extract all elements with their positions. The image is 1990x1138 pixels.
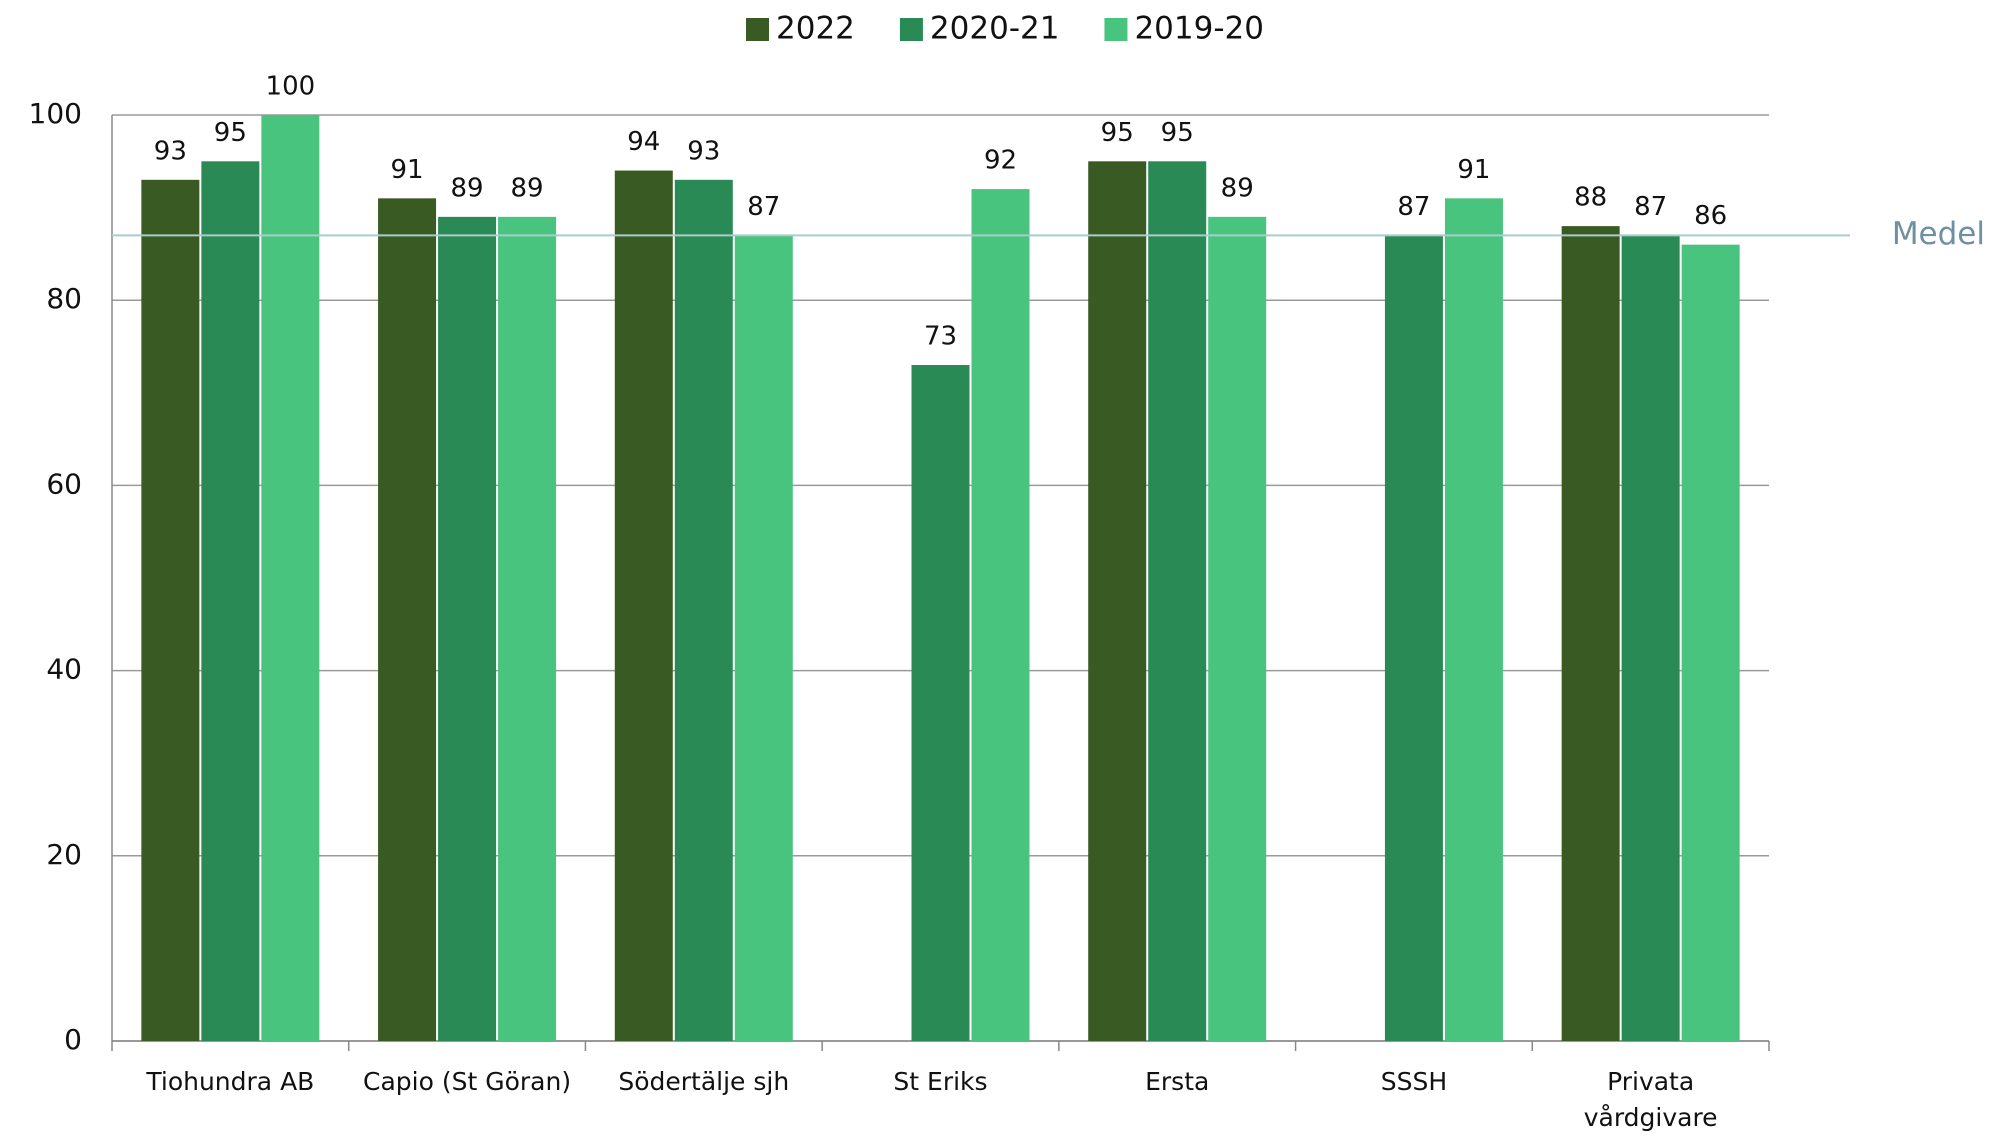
data-label: 93	[687, 136, 720, 166]
bar	[1148, 161, 1207, 1042]
x-tick-label: Södertälje sjh	[618, 1067, 789, 1096]
data-label: 87	[1397, 192, 1430, 222]
y-tick-label: 40	[46, 653, 82, 686]
bar	[911, 365, 970, 1041]
data-label: 92	[984, 146, 1017, 176]
x-tick-label: Ersta	[1145, 1067, 1209, 1096]
data-label: 95	[1161, 118, 1194, 148]
bar	[1088, 161, 1147, 1042]
data-label: 89	[451, 173, 484, 203]
legend: 2022 2020-21 2019-20	[746, 11, 1264, 47]
data-label: 89	[1221, 173, 1254, 203]
data-label: 87	[747, 192, 780, 222]
bar	[734, 235, 793, 1041]
bar	[438, 216, 497, 1042]
data-label: 95	[214, 118, 247, 148]
bar	[971, 189, 1030, 1041]
bar	[201, 161, 260, 1042]
x-tick-label: SSSH	[1381, 1067, 1447, 1096]
data-label: 86	[1694, 201, 1727, 231]
data-label: 91	[1457, 155, 1490, 185]
bar	[1561, 226, 1620, 1041]
y-tick-label: 60	[46, 467, 82, 500]
data-label: 93	[154, 136, 187, 166]
legend-label: 2020-21	[930, 11, 1060, 47]
legend-label: 2022	[776, 11, 855, 47]
y-tick-label: 80	[46, 282, 82, 315]
bar	[614, 170, 673, 1041]
data-label: 95	[1101, 118, 1134, 148]
bar	[498, 216, 557, 1042]
x-tick-label: St Eriks	[893, 1067, 987, 1096]
bar	[1621, 235, 1680, 1041]
data-label: 94	[627, 127, 660, 157]
legend-swatch	[899, 18, 923, 41]
data-label: 87	[1634, 192, 1667, 222]
legend-label: 2019-20	[1134, 11, 1264, 47]
bar	[1681, 244, 1740, 1041]
bar	[1208, 216, 1267, 1042]
legend-swatch	[746, 18, 770, 41]
bar	[674, 179, 733, 1041]
bar	[378, 198, 437, 1042]
y-tick-label: 20	[46, 838, 82, 871]
data-label: 73	[924, 322, 957, 352]
x-tick-label: Privata vårdgivare	[1584, 1067, 1718, 1132]
x-tick-label: Capio (St Göran)	[363, 1067, 571, 1096]
bar	[141, 179, 200, 1041]
reference-label: Medel	[1892, 216, 1985, 252]
data-label: 100	[266, 72, 316, 102]
x-tick-label: Tiohundra AB	[145, 1067, 314, 1096]
bar	[1444, 198, 1503, 1042]
data-label: 91	[391, 155, 424, 185]
legend-swatch	[1104, 18, 1128, 41]
y-tick-label: 100	[29, 97, 82, 130]
data-label: 89	[511, 173, 544, 203]
data-label: 88	[1574, 183, 1607, 213]
bar	[261, 115, 320, 1041]
y-tick-label: 0	[64, 1023, 82, 1056]
bar	[1384, 235, 1443, 1041]
